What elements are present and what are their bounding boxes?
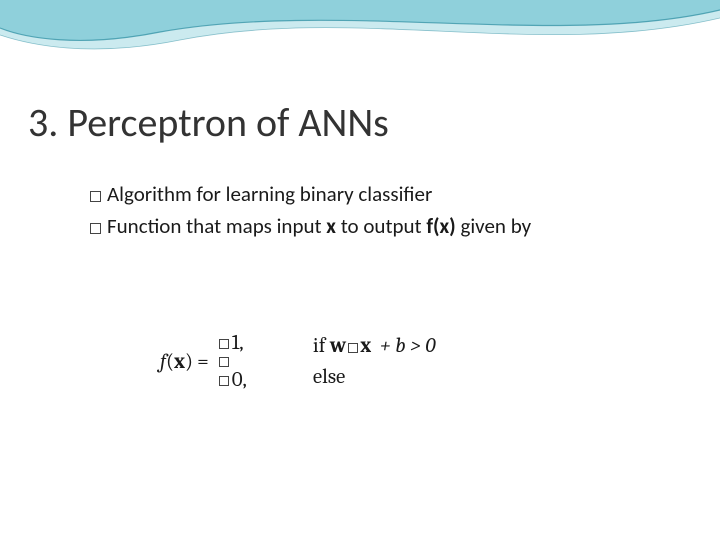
eq-mid-line xyxy=(219,357,247,367)
eq-x: x xyxy=(174,350,185,374)
brace-box-icon xyxy=(219,339,229,349)
eq-cond2: else xyxy=(313,362,436,394)
eq-cond1-rest: + b > 0 xyxy=(380,334,436,358)
decorative-curve xyxy=(0,0,720,90)
equation-block: f ( x ) = 1, 0, if wx + b > 0 else xyxy=(160,330,580,395)
eq-case2-value: 0, xyxy=(232,367,247,394)
slide: 3. Perceptron of ANNs Algorithm for lear… xyxy=(0,0,720,540)
brace-box-icon xyxy=(219,376,229,386)
slide-body: Algorithm for learning binary classifier… xyxy=(90,180,660,245)
eq-if: if xyxy=(313,334,330,358)
eq-case1-value-line: 1, xyxy=(219,330,247,357)
eq-cond1: if wx + b > 0 xyxy=(313,331,436,363)
slide-title: 3. Perceptron of ANNs xyxy=(28,98,389,147)
equation-row: f ( x ) = 1, 0, if wx + b > 0 else xyxy=(160,330,580,395)
bullet-item: Function that maps input x to output f(x… xyxy=(90,212,660,240)
eq-w: w xyxy=(330,334,346,358)
bullet-text: Algorithm for learning binary classifier xyxy=(107,181,432,207)
bullet-box-icon xyxy=(90,223,101,234)
bullet-item: Algorithm for learning binary classifier xyxy=(90,180,660,208)
bullet-text-mid: to output xyxy=(336,213,426,239)
eq-cases-conditions: if wx + b > 0 else xyxy=(313,331,436,394)
bullet-var-x: x xyxy=(326,213,336,239)
eq-case1-value: 1, xyxy=(232,330,244,357)
eq-open-paren: ( xyxy=(166,350,174,374)
brace-box-icon xyxy=(219,357,229,367)
eq-cases-values: 1, 0, xyxy=(219,330,247,395)
dot-box-icon xyxy=(348,343,358,353)
bullet-text-post: given by xyxy=(456,213,531,239)
bullet-var-fx: f(x) xyxy=(426,213,455,239)
bullet-box-icon xyxy=(90,191,101,202)
eq-x2: x xyxy=(360,334,371,358)
eq-close-paren: ) xyxy=(185,350,193,374)
bullet-text-pre: Function that maps input xyxy=(107,213,326,239)
eq-equals: = xyxy=(197,350,209,374)
eq-case2-value-line: 0, xyxy=(219,367,247,394)
